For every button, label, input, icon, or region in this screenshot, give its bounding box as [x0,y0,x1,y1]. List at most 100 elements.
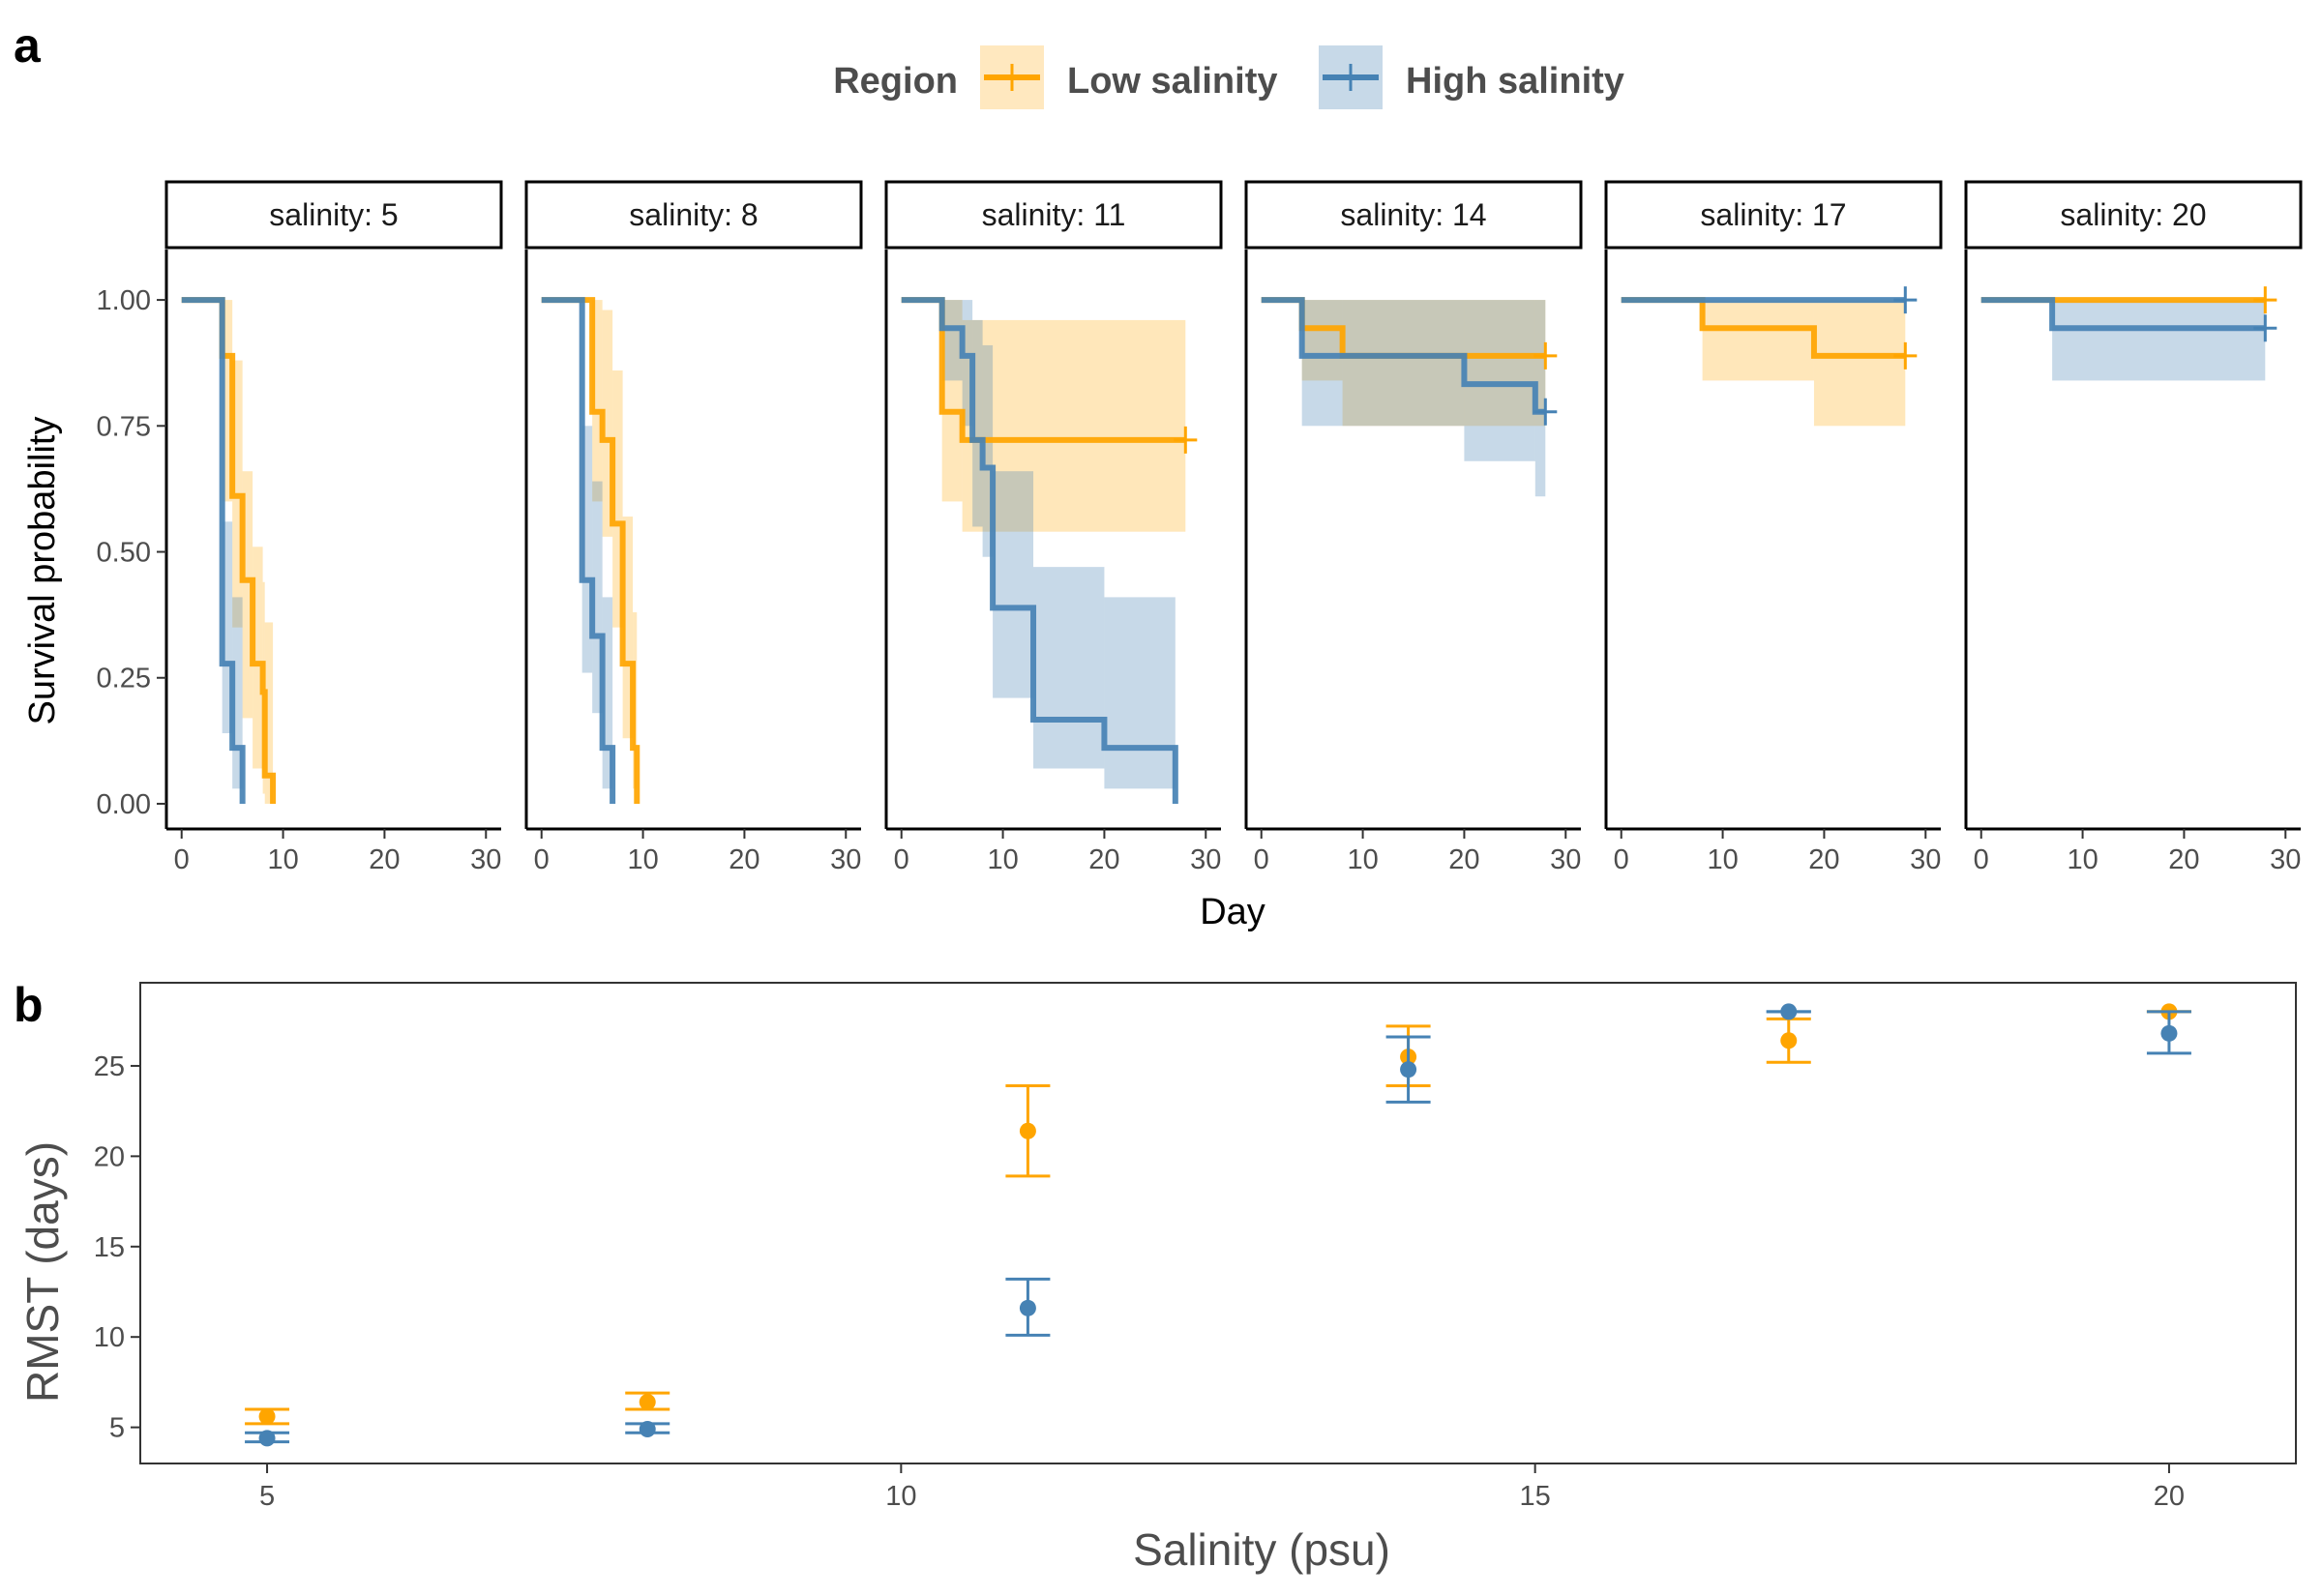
y-axis-title-a: Survival probability [22,417,63,725]
ci-band-low-salinity [1301,300,1343,381]
x-tick-label: 10 [987,844,1018,875]
x-tick-label: 0 [1974,844,1989,875]
ci-band-high-salinity [1301,300,1465,427]
censor-mark-low-salinity [2253,286,2277,314]
x-tick-label: 10 [627,844,658,875]
point-marker [258,1430,276,1447]
facet-salinity-17: salinity: 17 0 10 20 30 [1604,180,1943,875]
point-marker [639,1421,656,1437]
survival-curve-high-salinity [541,297,616,804]
x-tick-label: 0 [894,844,909,875]
ci-band-low-salinity [1813,300,1906,427]
ci-band-low-salinity [222,300,233,502]
x-tick-label: 10 [267,844,298,875]
legend-label-high-salinity: High salinity [1406,61,1624,102]
legend-title: Region [833,61,958,102]
facet-strip-label: salinity: 20 [2060,197,2206,232]
rmst-point-high-salinity [1385,1035,1431,1104]
ci-band-low-salinity [242,471,253,719]
point-marker [639,1393,656,1410]
x-tick-label: 0 [534,844,550,875]
point-marker [1400,1061,1417,1079]
y-tick-label: 0.25 [97,664,151,695]
survival-curve-high-salinity [901,297,1178,804]
facet-strip-label: salinity: 11 [982,197,1126,232]
x-axis-title-b: Salinity (psu) [1133,1524,1390,1575]
facet-strip [1244,180,1583,250]
ci-band-low-salinity [264,622,274,804]
y-tick-label: 0.75 [97,411,151,442]
y-tick-label: 0.00 [97,789,151,820]
survival-facets: salinity: 50 10 20 300.000.250.500.751.00sa… [97,180,2303,875]
y-tick-label: 5 [109,1413,125,1444]
point-marker [1019,1299,1036,1316]
panel-label-b: b [14,978,44,1032]
ci-band-low-salinity [602,310,613,537]
ci-band-high-salinity [982,344,994,557]
ci-band-low-salinity [1342,300,1546,427]
ci-band-high-salinity [972,319,983,527]
point-marker [258,1407,276,1425]
x-tick-label: 10 [1347,844,1378,875]
x-tick-label: 20 [1808,844,1839,875]
ci-band-low-salinity [941,300,963,502]
x-tick-label: 0 [174,844,190,875]
legend-key-high-salinity [1319,45,1383,109]
facet-strip-label: salinity: 14 [1340,197,1486,232]
x-tick-label: 10 [885,1481,916,1512]
ci-band-low-salinity [622,517,634,739]
x-tick-label: 30 [830,844,861,875]
facet-strip [164,180,503,250]
x-tick-label: 30 [1910,844,1941,875]
censor-mark-high-salinity [1893,286,1918,314]
ci-band-high-salinity [592,481,603,714]
survival-curve-high-salinity [1980,297,2266,332]
facet-strip [1604,180,1943,250]
x-tick-label: 20 [369,844,400,875]
x-tick-label: 5 [259,1481,275,1512]
survival-curve-high-salinity [1261,297,1546,415]
x-tick-label: 10 [2067,844,2098,875]
plot-border [139,982,2297,1464]
ci-band-low-salinity [612,370,623,628]
legend: Region Low salinity High salinity [833,45,1624,109]
point-marker [1780,1003,1798,1020]
survival-curve-low-salinity [181,297,277,804]
y-axis-title-b: RMST (days) [17,1141,68,1403]
facet-strip [884,180,1223,250]
point-marker [2160,1024,2178,1042]
ci-band-high-salinity [1534,300,1546,497]
ci-band-high-salinity [232,597,243,789]
ci-band-high-salinity [222,521,233,734]
rmst-plot: 5 10 15 20 25 5 10 15 20 [94,982,2297,1512]
ci-band-high-salinity [581,426,593,673]
x-tick-label: 30 [470,844,501,875]
rmst-point-low-salinity [1766,1017,1811,1064]
ci-band-low-salinity [1702,300,1814,381]
x-tick-label: 0 [1614,844,1629,875]
rmst-point-high-salinity [625,1421,670,1437]
x-tick-label: 20 [729,844,759,875]
ci-band-high-salinity [1104,597,1176,789]
x-tick-label: 20 [2168,844,2199,875]
survival-curve-high-salinity [181,297,246,804]
survival-curve-low-salinity [541,297,640,804]
ci-band-low-salinity [962,319,1186,532]
censor-mark-high-salinity [1533,398,1558,426]
facet-salinity-5: salinity: 5 0 10 20 30 0.00 0.25 0.50 0.75 1.00 [97,180,503,875]
facet-salinity-8: salinity: 8 0 10 20 30 [524,180,863,875]
x-tick-label: 10 [1707,844,1738,875]
ci-band-high-salinity [1464,300,1535,461]
y-tick-label: 10 [94,1322,125,1353]
censor-mark-low-salinity [1533,341,1558,369]
legend-key-low-salinity [980,45,1044,109]
y-tick-label: 1.00 [97,285,151,316]
censor-mark-high-salinity [2253,314,2277,342]
ci-band-high-salinity [962,300,973,427]
censor-mark-low-salinity [1174,426,1198,454]
ci-band-high-salinity [2052,300,2266,381]
rmst-point-high-salinity [1766,1003,1811,1020]
ci-band-low-salinity [253,547,263,769]
x-tick-label: 20 [1448,844,1479,875]
